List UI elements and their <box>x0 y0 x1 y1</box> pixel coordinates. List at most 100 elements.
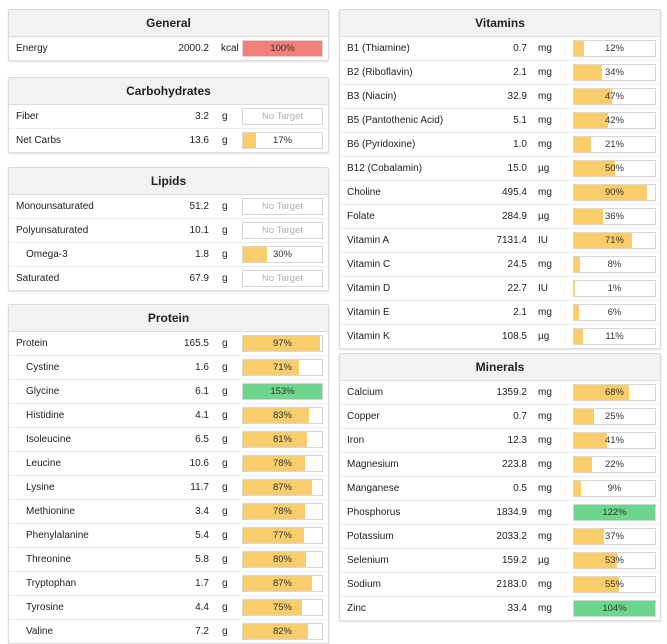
nutrient-amount: 2033.2 <box>496 531 527 542</box>
target-percent-label: 42% <box>604 115 624 126</box>
nutrient-row[interactable]: Sodium 2183.0 mg 55% <box>340 573 660 597</box>
nutrient-row[interactable]: B1 (Thiamine) 0.7 mg 12% <box>340 37 660 61</box>
nutrient-row[interactable]: Vitamin A 7131.4 IU 71% <box>340 229 660 253</box>
target-percent-label: 83% <box>272 410 292 421</box>
nutrient-amount: 7.2 <box>195 626 209 637</box>
nutrient-amount: 6.1 <box>195 386 209 397</box>
nutrient-amount: 51.2 <box>189 201 209 212</box>
nutrient-amount: 10.1 <box>189 225 209 236</box>
nutrient-unit: mg <box>538 307 552 318</box>
target-percent-label: 100% <box>270 43 295 54</box>
nutrient-amount: 13.6 <box>189 135 209 146</box>
nutrient-row[interactable]: Omega-3 1.8 g 30% <box>9 243 328 267</box>
target-progress-bar: 47% <box>573 88 656 105</box>
nutrient-row[interactable]: Selenium 159.2 µg 53% <box>340 549 660 573</box>
nutrient-name: Polyunsaturated <box>16 225 89 236</box>
nutrient-name: Copper <box>347 411 380 422</box>
nutrient-unit: mg <box>538 67 552 78</box>
nutrient-name: Phosphorus <box>347 507 401 518</box>
vitamins-panel: Vitamins B1 (Thiamine) 0.7 mg 12% B2 (Ribofl… <box>339 9 661 349</box>
nutrient-amount: 159.2 <box>501 555 527 566</box>
nutrient-unit: g <box>222 111 228 122</box>
nutrient-name: Tryptophan <box>26 578 77 589</box>
nutrient-row[interactable]: Choline 495.4 mg 90% <box>340 181 660 205</box>
target-progress-fill <box>574 305 579 320</box>
nutrient-row[interactable]: Leucine 10.6 g 78% <box>9 452 328 476</box>
nutrient-row[interactable]: Iron 12.3 mg 41% <box>340 429 660 453</box>
nutrient-row[interactable]: B2 (Riboflavin) 2.1 mg 34% <box>340 61 660 85</box>
nutrient-row[interactable]: Monounsaturated 51.2 g No Target <box>9 195 328 219</box>
nutrient-amount: 4.4 <box>195 602 209 613</box>
nutrient-row[interactable]: B6 (Pyridoxine) 1.0 mg 21% <box>340 133 660 157</box>
nutrient-row[interactable]: Vitamin C 24.5 mg 8% <box>340 253 660 277</box>
nutrient-name: Isoleucine <box>26 434 72 445</box>
nutrient-row[interactable]: Fiber 3.2 g No Target <box>9 105 328 129</box>
nutrient-row[interactable]: Folate 284.9 µg 36% <box>340 205 660 229</box>
nutrient-row[interactable]: Copper 0.7 mg 25% <box>340 405 660 429</box>
target-progress-fill <box>243 133 257 148</box>
nutrient-name: Net Carbs <box>16 135 62 146</box>
nutrient-row[interactable]: Calcium 1359.2 mg 68% <box>340 381 660 405</box>
nutrient-row[interactable]: Threonine 5.8 g 80% <box>9 548 328 572</box>
nutrient-amount: 10.6 <box>189 458 209 469</box>
target-progress-bar: 104% <box>573 600 656 617</box>
nutrient-unit: mg <box>538 139 552 150</box>
target-percent-label: 47% <box>604 91 624 102</box>
nutrient-name: Vitamin E <box>347 307 390 318</box>
nutrient-row[interactable]: Valine 7.2 g 82% <box>9 620 328 643</box>
nutrient-row[interactable]: Isoleucine 6.5 g 81% <box>9 428 328 452</box>
target-percent-label: 50% <box>604 163 624 174</box>
target-progress-fill <box>574 233 632 248</box>
nutrient-row[interactable]: Phosphorus 1834.9 mg 122% <box>340 501 660 525</box>
nutrient-row[interactable]: Tyrosine 4.4 g 75% <box>9 596 328 620</box>
nutrient-row[interactable]: Zinc 33.4 mg 104% <box>340 597 660 620</box>
nutrient-row[interactable]: Vitamin D 22.7 IU 1% <box>340 277 660 301</box>
target-progress-fill <box>574 65 602 80</box>
nutrient-row[interactable]: Net Carbs 13.6 g 17% <box>9 129 328 152</box>
target-percent-label: 80% <box>272 554 292 565</box>
nutrient-row[interactable]: B3 (Niacin) 32.9 mg 47% <box>340 85 660 109</box>
nutrient-row[interactable]: Saturated 67.9 g No Target <box>9 267 328 290</box>
target-progress-bar: 21% <box>573 136 656 153</box>
nutrient-row[interactable]: Methionine 3.4 g 78% <box>9 500 328 524</box>
nutrient-row[interactable]: Glycine 6.1 g 153% <box>9 380 328 404</box>
nutrient-unit: mg <box>538 387 552 398</box>
nutrient-amount: 108.5 <box>501 331 527 342</box>
target-progress-bar: No Target <box>242 108 323 125</box>
target-percent-label: 78% <box>272 458 292 469</box>
target-percent-label: 9% <box>607 483 622 494</box>
nutrient-row[interactable]: Cystine 1.6 g 71% <box>9 356 328 380</box>
nutrient-name: Vitamin C <box>347 259 391 270</box>
target-progress-bar: 25% <box>573 408 656 425</box>
nutrient-row[interactable]: Energy 2000.2 kcal 100% <box>9 37 328 60</box>
target-progress-bar: 50% <box>573 160 656 177</box>
nutrient-row[interactable]: Magnesium 223.8 mg 22% <box>340 453 660 477</box>
nutrient-row[interactable]: Histidine 4.1 g 83% <box>9 404 328 428</box>
target-progress-bar: 11% <box>573 328 656 345</box>
nutrient-row[interactable]: Vitamin E 2.1 mg 6% <box>340 301 660 325</box>
target-progress-fill <box>574 433 608 448</box>
nutrient-row[interactable]: Polyunsaturated 10.1 g No Target <box>9 219 328 243</box>
nutrient-amount: 33.4 <box>507 603 527 614</box>
minerals-rows: Calcium 1359.2 mg 68% Copper 0.7 mg 25% Iron 12.3… <box>340 381 660 620</box>
nutrient-name: Potassium <box>347 531 394 542</box>
nutrient-row[interactable]: Tryptophan 1.7 g 87% <box>9 572 328 596</box>
target-progress-bar: 1% <box>573 280 656 297</box>
nutrient-amount: 67.9 <box>189 273 209 284</box>
vitamins-panel-title: Vitamins <box>340 10 660 37</box>
target-percent-label: 71% <box>272 362 292 373</box>
nutrient-amount: 284.9 <box>501 211 527 222</box>
nutrient-row[interactable]: B12 (Cobalamin) 15.0 µg 50% <box>340 157 660 181</box>
nutrient-amount: 1.8 <box>195 249 209 260</box>
nutrient-row[interactable]: Phenylalanine 5.4 g 77% <box>9 524 328 548</box>
nutrient-row[interactable]: Lysine 11.7 g 87% <box>9 476 328 500</box>
nutrient-amount: 4.1 <box>195 410 209 421</box>
target-progress-bar: 41% <box>573 432 656 449</box>
nutrient-row[interactable]: Potassium 2033.2 mg 37% <box>340 525 660 549</box>
nutrient-amount: 1359.2 <box>496 387 527 398</box>
nutrient-row[interactable]: Manganese 0.5 mg 9% <box>340 477 660 501</box>
nutrient-row[interactable]: Protein 165.5 g 97% <box>9 332 328 356</box>
nutrient-amount: 12.3 <box>507 435 527 446</box>
nutrient-row[interactable]: Vitamin K 108.5 µg 11% <box>340 325 660 348</box>
nutrient-row[interactable]: B5 (Pantothenic Acid) 5.1 mg 42% <box>340 109 660 133</box>
